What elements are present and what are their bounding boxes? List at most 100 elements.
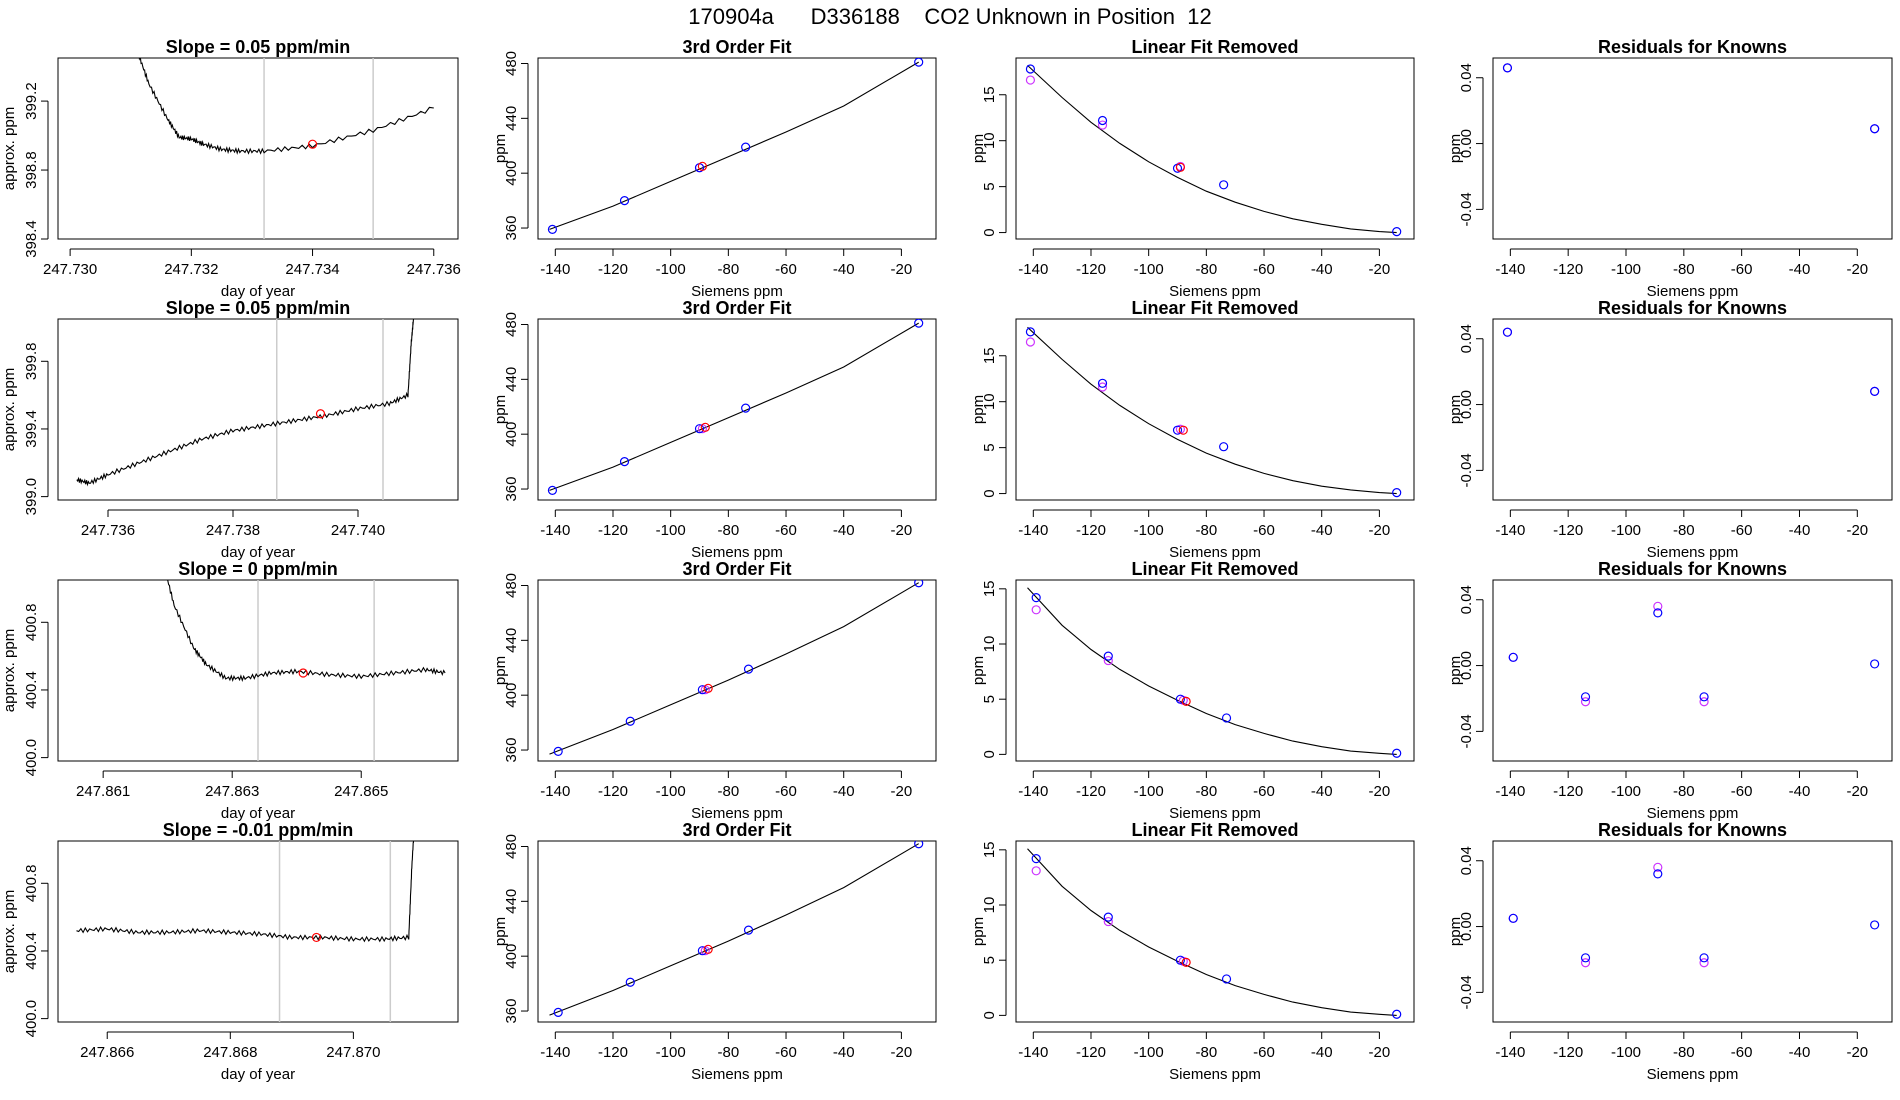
data-point-blue [743,925,754,935]
panel-r4-c3: Linear Fit Removed -140 -120 -100 -80 -60 -40 -… [970,820,1415,1083]
x-tick-label: -100 [1134,522,1164,539]
x-tick-label: -40 [1789,522,1811,539]
y-tick-label: 0 [981,489,998,497]
x-axis-label: Siemens ppm [691,805,783,822]
x-tick-label: -100 [1134,261,1164,278]
data-point-blue [1502,327,1513,337]
plot-content [549,580,924,757]
x-axis-label: day of year [221,283,295,300]
data-point-blue [1219,180,1229,190]
x-tick-label: -80 [1196,1044,1218,1061]
x-tick-label: -80 [718,783,740,800]
panel-r4-c2: 3rd Order Fit -140 -120 -100 -80 -60 -40 -20 Sie… [492,820,937,1083]
y-tick-label: 480 [503,312,520,337]
x-tick-label: -120 [598,1044,628,1061]
fit-curve [549,61,919,230]
x-tick-label: -80 [718,1044,740,1061]
x-tick-label: -140 [540,1044,570,1061]
x-tick-label: 247.870 [326,1044,380,1061]
plot-frame [1492,579,1893,762]
fit-curve [1027,64,1397,234]
y-axis-label: ppm [1447,656,1464,685]
data-point-red [700,422,710,432]
y-tick-label: 399.2 [23,82,40,120]
panel-r3-c4: Residuals for Knowns -140 -120 -100 -80 -60 -4… [1447,559,1893,822]
data-point-blue [1870,920,1880,930]
y-axis-label: approx. ppm [1,368,18,451]
data-point-magenta [1699,697,1709,707]
x-tick-label: -40 [1789,783,1811,800]
data-point-blue [1097,378,1108,388]
panel-title: Linear Fit Removed [1131,298,1298,318]
x-tick-label: 247.738 [206,522,260,539]
x-tick-label: -100 [1611,1044,1641,1061]
data-point-blue [743,664,754,674]
data-point-magenta [1097,382,1108,392]
y-axis-label: ppm [492,134,509,163]
data-point-magenta [1580,697,1591,707]
data-point-blue [619,196,630,206]
x-tick-label: -120 [1076,522,1106,539]
data-point-magenta [1097,120,1108,130]
y-tick-label: -0.04 [1458,192,1475,226]
x-tick-label: -40 [1789,1044,1811,1061]
data-point-blue [1175,955,1185,965]
y-tick-label: 400 [503,422,520,447]
x-tick-label: -20 [1846,1044,1868,1061]
x-tick-label: -60 [1731,1044,1753,1061]
x-tick-label: -40 [833,261,855,278]
data-point-blue [1031,593,1041,603]
panel-r1-c1: Slope = 0.05 ppm/min 247.730 247.732 247.73… [1,37,461,300]
y-tick-label: 0 [981,228,998,236]
data-point-blue [1870,124,1880,134]
panel-r3-c1: Slope = 0 ppm/min 247.861 247.863 247.865 da… [1,559,459,822]
panel-r1-c2: 3rd Order Fit -140 -120 -100 -80 -60 -40 -20 Sie… [492,37,937,300]
data-point-blue [1103,912,1113,922]
x-tick-label: -100 [1134,1044,1164,1061]
panel-title: Residuals for Knowns [1598,37,1787,57]
series-line [76,319,415,487]
x-tick-label: -100 [656,1044,686,1061]
data-point-blue [1392,227,1402,237]
data-point-blue [625,977,635,987]
data-point-blue [741,142,751,152]
y-tick-label: 399.8 [23,343,40,381]
x-tick-label: -20 [1846,522,1868,539]
x-tick-label: -60 [775,261,797,278]
x-tick-label: -120 [598,261,628,278]
y-tick-label: 0.04 [1458,846,1475,875]
data-point-red [1181,957,1191,968]
data-point-magenta [1025,337,1036,347]
panel-title: Slope = -0.01 ppm/min [163,820,354,840]
x-tick-label: 247.734 [285,261,339,278]
x-tick-label: -100 [1134,783,1164,800]
y-axis-label: ppm [1447,917,1464,946]
y-tick-label: 0.04 [1458,585,1475,614]
plot-frame [1015,579,1415,762]
panel-r3-c2: 3rd Order Fit -140 -120 -100 -80 -60 -40 -20 Sie… [492,559,937,822]
panel-title: Residuals for Knowns [1598,820,1787,840]
x-tick-label: -80 [1673,522,1695,539]
x-tick-label: -140 [1018,1044,1048,1061]
x-tick-label: 247.865 [334,783,388,800]
fit-curve [1027,326,1397,495]
x-axis-label: Siemens ppm [691,544,783,561]
x-tick-label: -140 [540,261,570,278]
x-tick-label: -60 [775,522,797,539]
y-tick-label: 440 [503,106,520,131]
x-tick-label: -60 [1253,1044,1275,1061]
x-tick-label: -20 [1369,1044,1391,1061]
data-point-red [1181,696,1191,707]
plot-frame [537,318,937,501]
data-point-magenta [1103,655,1113,666]
y-tick-label: 0 [981,750,998,758]
y-tick-label: 440 [503,889,520,914]
y-tick-label: 400 [503,683,520,708]
x-tick-label: -60 [1731,261,1753,278]
x-axis-label: day of year [221,544,295,561]
data-point-magenta [1653,601,1663,611]
y-tick-label: 10 [981,132,998,149]
x-tick-label: -60 [1253,522,1275,539]
y-axis-label: ppm [1447,395,1464,424]
panel-r1-c3: Linear Fit Removed -140 -120 -100 -80 -60 -40 -… [970,37,1415,300]
